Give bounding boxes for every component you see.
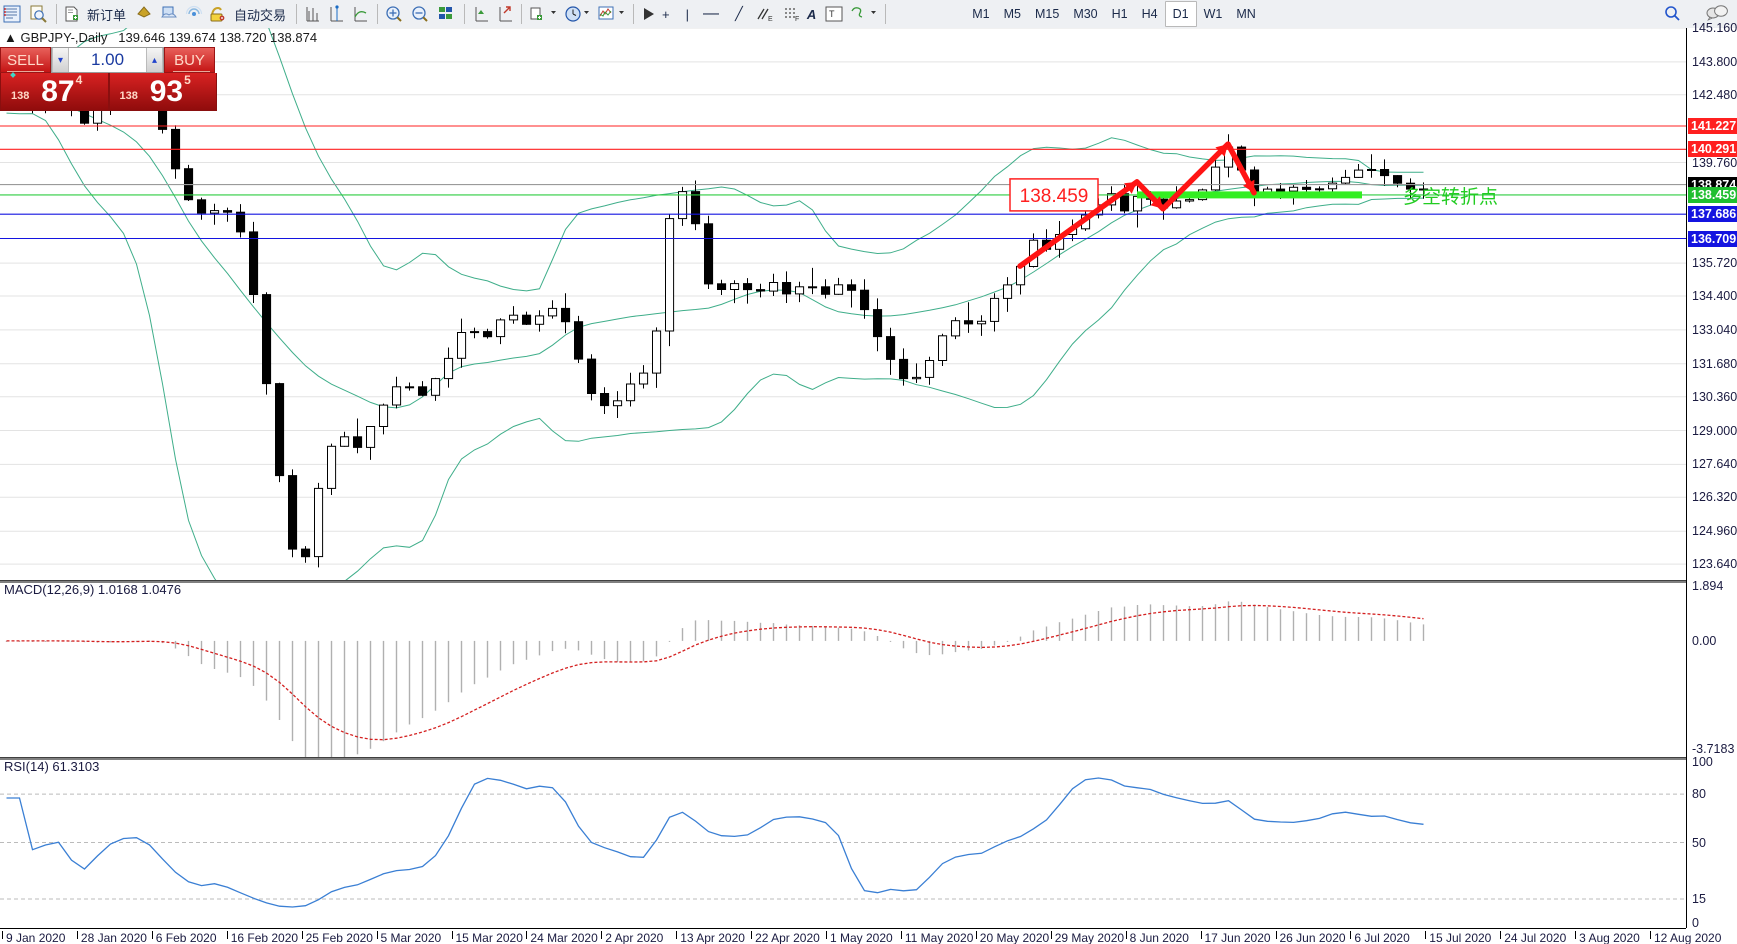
svg-text:F: F <box>795 16 799 23</box>
svg-text:T: T <box>829 9 835 19</box>
svg-text:E: E <box>768 16 773 23</box>
svg-text:多空转折点: 多空转折点 <box>1403 186 1498 208</box>
svg-text:RSI(14) 61.3103: RSI(14) 61.3103 <box>4 759 99 774</box>
svg-text:138.459: 138.459 <box>1020 186 1089 207</box>
svg-text:MACD(12,26,9) 1.0168 1.0476: MACD(12,26,9) 1.0168 1.0476 <box>4 582 181 597</box>
